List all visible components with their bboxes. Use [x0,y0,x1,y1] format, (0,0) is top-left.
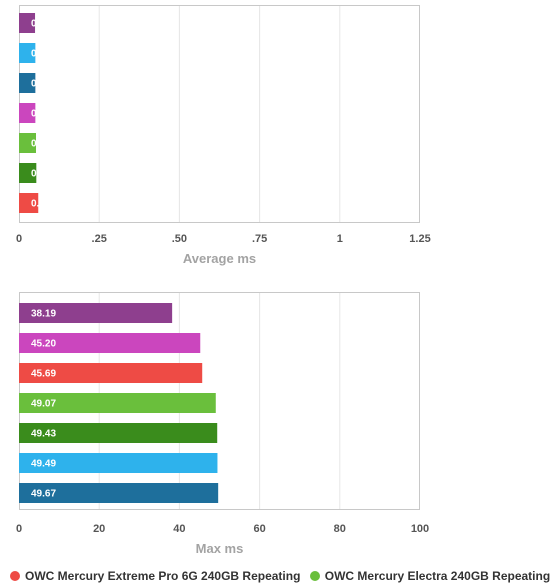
legend-dot-icon [309,571,320,581]
x-tick-label: 80 [334,523,346,535]
bar-value-label: 0.053 [31,139,56,150]
legend-item-extreme-pro[interactable]: OWC Mercury Extreme Pro 6G 240GB Repeati… [10,569,300,583]
x-tick-label: 1 [337,233,343,245]
bar-value-label: 0.054 [31,169,56,180]
bar-value-label: 0.051 [31,79,56,90]
bar-value-label: 49.07 [31,399,56,410]
x-tick-label: 0 [16,523,22,535]
bar [19,453,218,473]
bar-value-label: 38.19 [31,309,56,320]
bar-value-label: 0.050 [31,19,56,30]
bar-value-label: 45.69 [31,369,56,380]
bar-value-label: 49.49 [31,459,56,470]
x-tick-label: 1.25 [409,233,430,245]
legend-item-electra[interactable]: OWC Mercury Electra 240GB Repeating [309,569,551,583]
bar [19,163,37,183]
legend: OWC Mercury Extreme Pro 6G 240GB Repeati… [10,569,560,583]
bar [19,43,36,63]
x-tick-label: 100 [411,523,429,535]
bar [19,393,216,413]
x-tick-label: 0 [16,233,22,245]
bar [19,193,39,213]
x-axis-title: Max ms [196,541,244,556]
bar [19,13,36,33]
x-tick-label: .75 [252,233,267,245]
legend-label: OWC Mercury Electra 240GB Repeating [324,569,551,583]
x-tick-label: 40 [173,523,185,535]
bar [19,363,203,383]
x-tick-label: .50 [172,233,187,245]
bar-value-label: 49.67 [31,489,56,500]
x-tick-label: 20 [93,523,105,535]
legend-dot-icon [10,571,20,581]
max-ms-chart: 38.19 45.20 45.69 49.07 49.43 49.49 49.67 0 20 40… [16,292,429,556]
bar-value-label: 45.20 [31,339,56,350]
x-tick-label: 60 [253,523,265,535]
bar [19,483,219,503]
x-tick-label: .25 [92,233,107,245]
charts-canvas: 0.050 0.051 0.051 0.051 0.053 0.054 0.060 0 .25.… [16,5,431,556]
average-ms-chart: 0.050 0.051 0.051 0.051 0.053 0.054 0.060 0 .25.… [16,5,431,266]
bar [19,133,37,153]
bar [19,333,201,353]
x-axis-title: Average ms [183,251,256,266]
bar [19,103,36,123]
bar-value-label: 0.051 [31,109,56,120]
bar-value-label: 49.43 [31,429,56,440]
bar-value-label: 0.051 [31,49,56,60]
bar [19,73,36,93]
plot-frame [19,5,420,223]
bar-value-label: 0.060 [31,199,56,210]
legend-label: OWC Mercury Extreme Pro 6G 240GB Repeati… [25,569,301,583]
bar [19,423,218,443]
bar [19,303,173,323]
